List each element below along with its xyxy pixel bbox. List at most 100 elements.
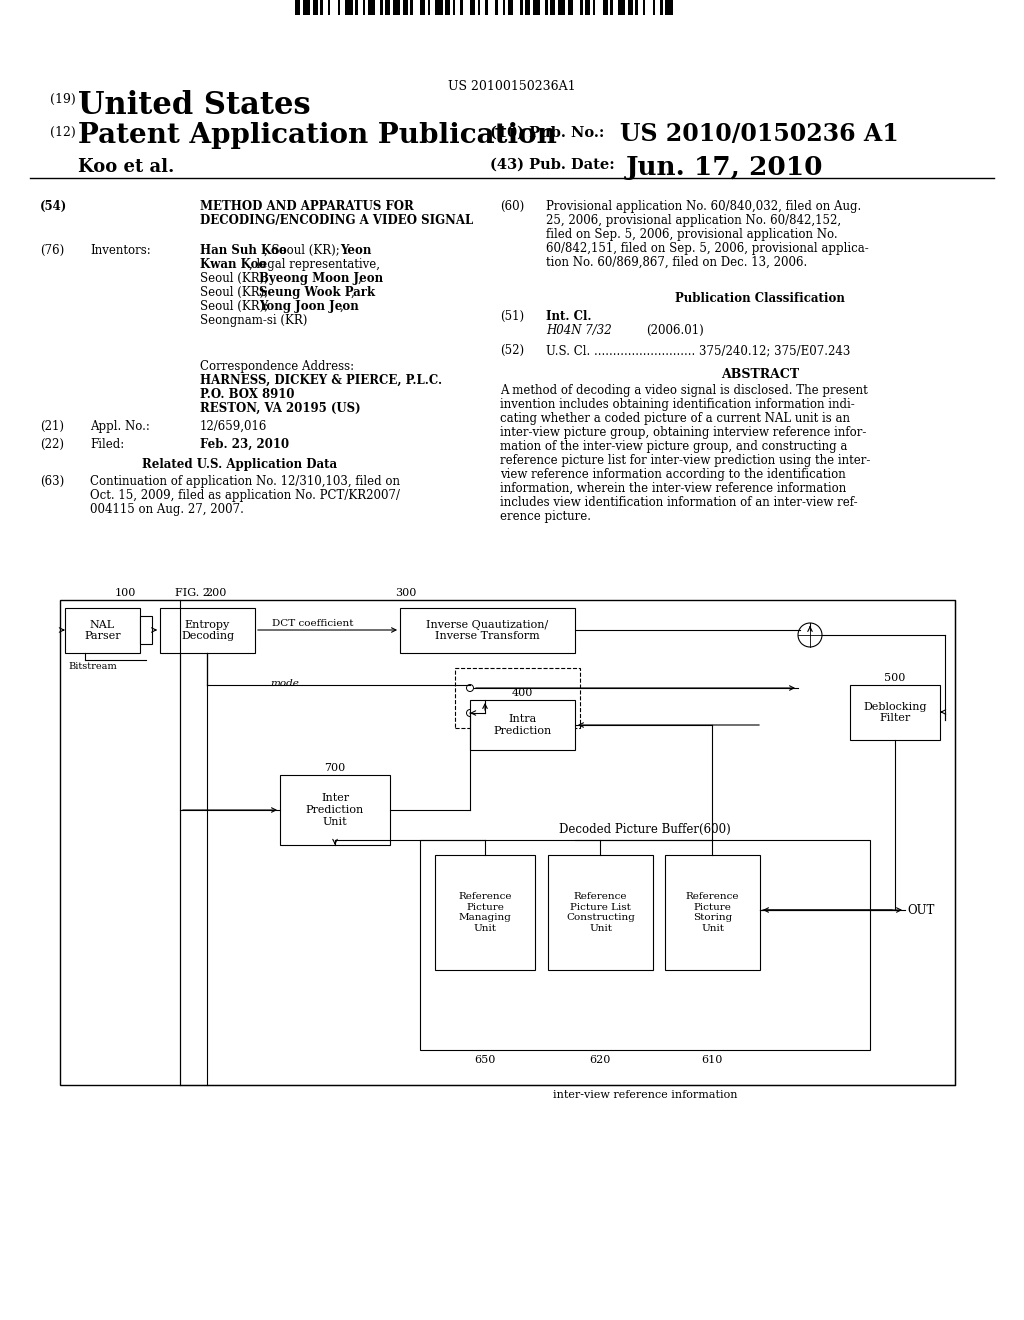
Bar [345, 0, 352, 15]
Text: (21): (21) [40, 420, 63, 433]
Bar [280, 775, 390, 845]
Text: 12/659,016: 12/659,016 [200, 420, 267, 433]
Bar [319, 0, 323, 15]
Text: A method of decoding a video signal is disclosed. The present: A method of decoding a video signal is d… [500, 384, 867, 397]
Text: (2006.01): (2006.01) [646, 323, 703, 337]
Bar [400, 609, 575, 653]
Bar [355, 0, 357, 15]
Bar [593, 0, 595, 15]
Text: H04N 7/32: H04N 7/32 [546, 323, 611, 337]
Bar [60, 601, 955, 1085]
Text: Feb. 23, 2010: Feb. 23, 2010 [200, 438, 289, 451]
Text: Decoded Picture Buffer(600): Decoded Picture Buffer(600) [559, 822, 731, 836]
Text: Han Suh Koo: Han Suh Koo [200, 244, 287, 257]
Text: P.O. BOX 8910: P.O. BOX 8910 [200, 388, 295, 401]
Text: Yeon: Yeon [340, 244, 372, 257]
Text: Reference
Picture
Storing
Unit: Reference Picture Storing Unit [686, 892, 739, 933]
Bar [362, 0, 365, 15]
Bar [65, 609, 140, 653]
Text: Publication Classification: Publication Classification [675, 292, 845, 305]
Text: Inventors:: Inventors: [90, 244, 151, 257]
Text: 400: 400 [511, 688, 532, 698]
Text: cating whether a coded picture of a current NAL unit is an: cating whether a coded picture of a curr… [500, 412, 850, 425]
Text: (51): (51) [500, 310, 524, 323]
Bar [460, 0, 463, 15]
Text: (63): (63) [40, 475, 65, 488]
Bar [642, 0, 645, 15]
Text: (54): (54) [40, 201, 68, 213]
Text: Inverse Quautization/
Inverse Transform: Inverse Quautization/ Inverse Transform [426, 619, 549, 642]
Bar [380, 0, 383, 15]
Text: Intra
Prediction: Intra Prediction [494, 714, 552, 735]
Text: 500: 500 [885, 673, 905, 682]
Text: inter-view picture group, obtaining interview reference infor-: inter-view picture group, obtaining inte… [500, 426, 866, 440]
Text: mation of the inter-view picture group, and constructing a: mation of the inter-view picture group, … [500, 440, 848, 453]
Text: (60): (60) [500, 201, 524, 213]
Bar [585, 0, 590, 15]
Text: Oct. 15, 2009, filed as application No. PCT/KR2007/: Oct. 15, 2009, filed as application No. … [90, 488, 400, 502]
Text: mode: mode [270, 678, 299, 688]
Text: , legal representative,: , legal representative, [249, 257, 380, 271]
Text: view reference information according to the identification: view reference information according to … [500, 469, 846, 480]
Bar [503, 0, 505, 15]
Text: 650: 650 [474, 1055, 496, 1065]
Bar [410, 0, 413, 15]
Bar [385, 0, 390, 15]
Bar [617, 0, 625, 15]
Text: Reference
Picture
Managing
Unit: Reference Picture Managing Unit [459, 892, 512, 933]
Bar [660, 0, 663, 15]
Bar [445, 0, 450, 15]
Text: FIG. 2: FIG. 2 [175, 587, 210, 598]
Bar [652, 0, 655, 15]
Text: Kwan Koo: Kwan Koo [200, 257, 266, 271]
Bar [635, 0, 638, 15]
Bar [567, 0, 572, 15]
Text: Appl. No.:: Appl. No.: [90, 420, 150, 433]
Bar [160, 609, 255, 653]
Text: 300: 300 [395, 587, 417, 598]
Bar [435, 0, 442, 15]
Bar [402, 0, 408, 15]
Bar [470, 0, 475, 15]
Text: 200: 200 [205, 587, 226, 598]
Text: 25, 2006, provisional application No. 60/842,152,: 25, 2006, provisional application No. 60… [546, 214, 841, 227]
Bar [610, 0, 612, 15]
Text: RESTON, VA 20195 (US): RESTON, VA 20195 (US) [200, 403, 360, 414]
Text: 60/842,151, filed on Sep. 5, 2006, provisional applica-: 60/842,151, filed on Sep. 5, 2006, provi… [546, 242, 868, 255]
Text: , Seoul (KR);: , Seoul (KR); [264, 244, 343, 257]
Text: HARNESS, DICKEY & PIERCE, P.L.C.: HARNESS, DICKEY & PIERCE, P.L.C. [200, 374, 442, 387]
Text: ,: , [340, 300, 344, 313]
Bar [140, 616, 152, 644]
Bar [508, 0, 512, 15]
Bar [525, 0, 530, 15]
Bar [557, 0, 565, 15]
Text: Koo et al.: Koo et al. [78, 158, 174, 176]
Text: 610: 610 [701, 1055, 723, 1065]
Text: (22): (22) [40, 438, 63, 451]
Text: Byeong Moon Jeon: Byeong Moon Jeon [259, 272, 383, 285]
Bar [665, 855, 760, 970]
Bar [420, 840, 870, 1049]
Text: Related U.S. Application Data: Related U.S. Application Data [142, 458, 338, 471]
Text: (52): (52) [500, 345, 524, 356]
Bar [312, 0, 317, 15]
Text: ,: , [358, 272, 361, 285]
Text: Patent Application Publication: Patent Application Publication [78, 121, 557, 149]
Text: Yong Joon Jeon: Yong Joon Jeon [259, 300, 358, 313]
Text: OUT: OUT [907, 903, 934, 916]
Text: Int. Cl.: Int. Cl. [546, 310, 592, 323]
Bar [338, 0, 340, 15]
Text: (76): (76) [40, 244, 65, 257]
Text: filed on Sep. 5, 2006, provisional application No.: filed on Sep. 5, 2006, provisional appli… [546, 228, 838, 242]
Text: Seongnam-si (KR): Seongnam-si (KR) [200, 314, 307, 327]
Bar [545, 0, 548, 15]
Text: Bitstream: Bitstream [68, 663, 117, 671]
Bar [302, 0, 310, 15]
Text: Correspondence Address:: Correspondence Address: [200, 360, 354, 374]
Text: (19): (19) [50, 92, 76, 106]
Bar [328, 0, 330, 15]
Bar [470, 700, 575, 750]
Bar [628, 0, 633, 15]
Text: invention includes obtaining identification information indi-: invention includes obtaining identificat… [500, 399, 855, 411]
Text: (43) Pub. Date:: (43) Pub. Date: [490, 158, 614, 172]
